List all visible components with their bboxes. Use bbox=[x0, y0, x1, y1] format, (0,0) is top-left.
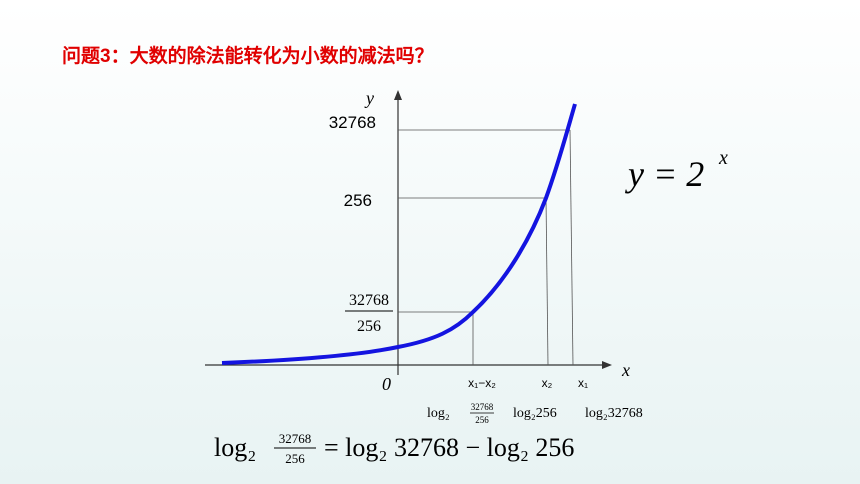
formula-num: 32768 bbox=[279, 431, 312, 446]
log-label: log₂ bbox=[427, 406, 450, 421]
guides bbox=[398, 129, 574, 366]
curve bbox=[221, 103, 577, 365]
log-label: log₂256 bbox=[513, 406, 557, 421]
y-mid-label: 256 bbox=[344, 191, 372, 210]
x-tick-label: x₂ bbox=[542, 376, 553, 390]
title: 问题3：大数的除法能转化为小数的减法吗？ bbox=[62, 44, 434, 67]
formula-den: 256 bbox=[285, 451, 305, 466]
x-arrow bbox=[602, 361, 612, 369]
x-tick-label: x₁ bbox=[578, 376, 588, 390]
y-top-label: 32768 bbox=[329, 113, 376, 132]
formula-rest: = log₂ 32768 − log₂ 256 bbox=[324, 433, 574, 462]
equation-exp: x bbox=[718, 147, 728, 169]
origin: 0 bbox=[382, 374, 391, 394]
x-tick-label: x₁−x₂ bbox=[468, 376, 496, 390]
fraction-den: 256 bbox=[357, 318, 381, 335]
y-arrow bbox=[394, 90, 402, 100]
log-num: 32768 bbox=[471, 402, 494, 412]
formula-prefix: log₂ bbox=[214, 433, 256, 462]
equation: y = 2 bbox=[625, 154, 704, 194]
log-den: 256 bbox=[475, 415, 489, 425]
log-label: log₂32768 bbox=[585, 406, 643, 421]
fraction-num: 32768 bbox=[349, 292, 389, 309]
x-label: x bbox=[621, 360, 630, 380]
y-label: y bbox=[364, 88, 374, 108]
